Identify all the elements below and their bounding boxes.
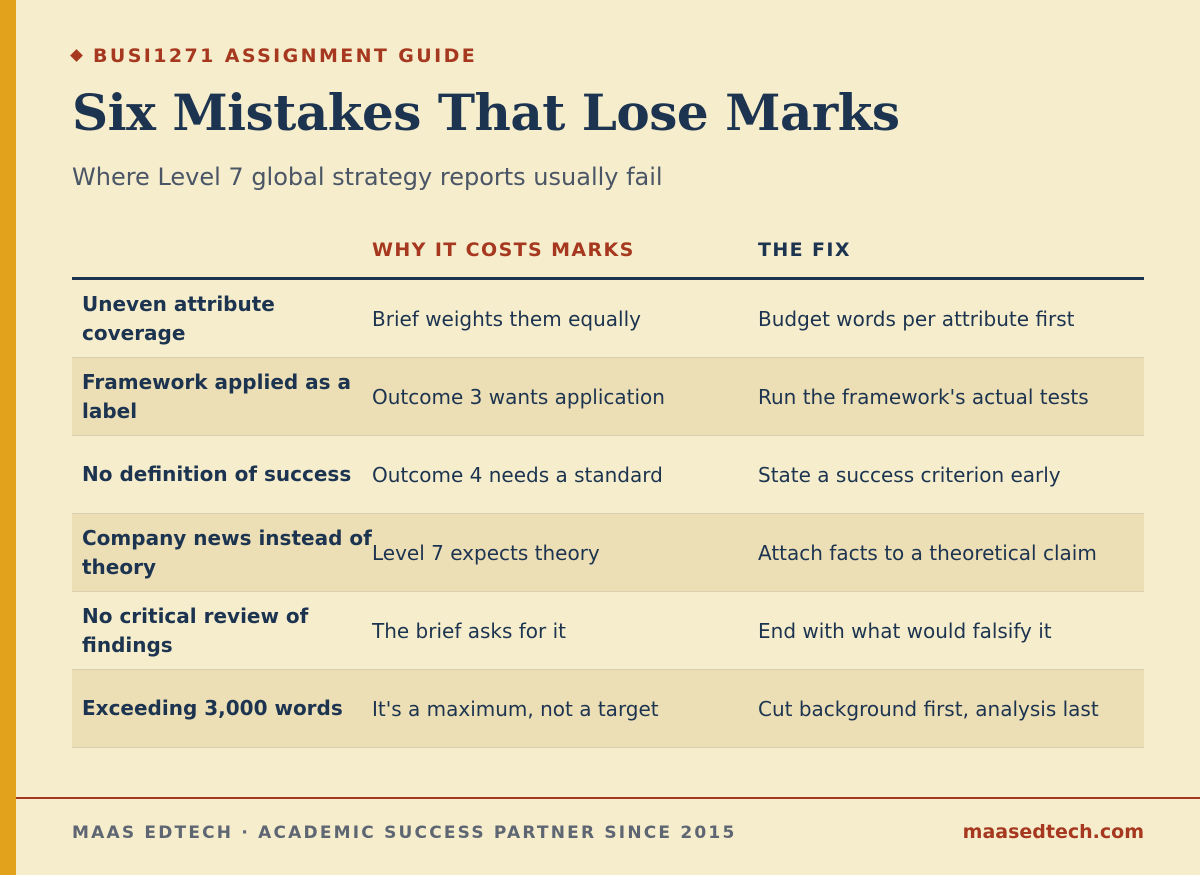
fix-cell: State a success criterion early (758, 462, 1061, 487)
fix-cell: Attach facts to a theoretical claim (758, 540, 1097, 565)
column-header-fix: THE FIX (758, 238, 851, 261)
why-cell: The brief asks for it (372, 618, 567, 643)
table-row: Framework applied as a label Outcome 3 w… (72, 358, 1144, 436)
table-header: WHY IT COSTS MARKS THE FIX (72, 222, 1144, 280)
fix-cell: Budget words per attribute first (758, 306, 1075, 331)
page-title: Six Mistakes That Lose Marks (72, 83, 900, 142)
why-cell: Outcome 4 needs a standard (372, 462, 663, 487)
table-row: Uneven attribute coverage Brief weights … (72, 280, 1144, 358)
footer-tagline: MAAS EDTECH · ACADEMIC SUCCESS PARTNER S… (72, 823, 737, 843)
mistake-cell: No definition of success (82, 462, 352, 486)
mistake-cell: Framework applied as a label (82, 369, 352, 423)
fix-cell: Run the framework's actual tests (758, 384, 1089, 409)
eyebrow-text: BUSI1271 ASSIGNMENT GUIDE (93, 45, 478, 67)
table-row: No critical review of findings The brief… (72, 592, 1144, 670)
why-cell: Brief weights them equally (372, 306, 641, 331)
mistake-cell: Company news instead of theory (82, 525, 372, 579)
why-cell: It's a maximum, not a target (372, 696, 659, 721)
table-row: No definition of success Outcome 4 needs… (72, 436, 1144, 514)
footer-divider (16, 797, 1200, 799)
mistake-cell: Exceeding 3,000 words (82, 696, 343, 720)
eyebrow: BUSI1271 ASSIGNMENT GUIDE (70, 45, 478, 67)
fix-cell: End with what would falsify it (758, 618, 1052, 643)
mistake-cell: Uneven attribute coverage (82, 291, 275, 345)
footer-website: maasedtech.com (962, 821, 1144, 843)
table-row: Exceeding 3,000 words It's a maximum, no… (72, 670, 1144, 748)
page-subtitle: Where Level 7 global strategy reports us… (72, 163, 663, 191)
why-cell: Level 7 expects theory (372, 540, 600, 565)
left-accent-bar (0, 0, 16, 875)
mistakes-table: WHY IT COSTS MARKS THE FIX Uneven attrib… (72, 222, 1144, 748)
table-row: Company news instead of theory Level 7 e… (72, 514, 1144, 592)
mistake-cell: No critical review of findings (82, 603, 309, 657)
fix-cell: Cut background first, analysis last (758, 696, 1099, 721)
column-header-why: WHY IT COSTS MARKS (372, 238, 635, 261)
diamond-icon (70, 49, 83, 62)
why-cell: Outcome 3 wants application (372, 384, 665, 409)
